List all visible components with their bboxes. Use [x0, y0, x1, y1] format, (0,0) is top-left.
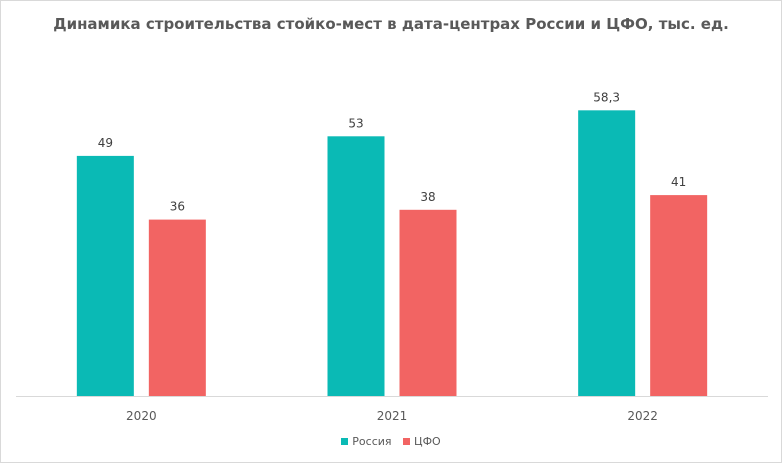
data-label-russia-2020: 49 [98, 136, 113, 150]
bar-cfo-2020 [148, 219, 206, 396]
data-label-cfo-2020: 36 [170, 200, 185, 214]
bar-cfo-2022 [650, 195, 708, 396]
chart-title: Динамика строительства стойко-мест в дат… [53, 15, 729, 33]
x-tick-label-2021: 2021 [377, 409, 408, 423]
bar-russia-2021 [327, 136, 385, 397]
legend-item-russia: Россия [341, 435, 392, 448]
data-label-russia-2021: 53 [348, 116, 363, 130]
legend-swatch-cfo [403, 438, 411, 445]
x-tick-label-2020: 2020 [126, 409, 157, 423]
data-label-cfo-2021: 38 [420, 190, 435, 204]
legend: Россия ЦФО [1, 435, 781, 448]
legend-label-russia: Россия [352, 435, 392, 448]
bar-russia-2020 [76, 155, 134, 396]
legend-item-cfo: ЦФО [403, 435, 441, 448]
x-tick-label-2022: 2022 [627, 409, 658, 423]
data-label-russia-2022: 58,3 [593, 90, 620, 104]
legend-swatch-russia [341, 438, 349, 445]
data-label-cfo-2022: 41 [671, 175, 686, 189]
legend-label-cfo: ЦФО [414, 435, 441, 448]
bar-russia-2022 [578, 110, 636, 396]
bar-cfo-2021 [399, 209, 457, 396]
